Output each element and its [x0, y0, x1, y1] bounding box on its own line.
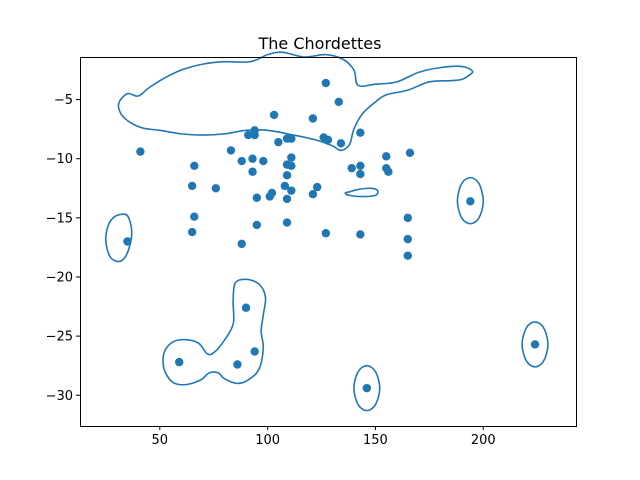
scatter-point	[248, 167, 257, 176]
y-tick-label: −10	[46, 152, 73, 167]
scatter-point	[362, 383, 372, 393]
scatter-point	[136, 147, 145, 156]
plot-frame	[80, 57, 577, 427]
scatter-point	[356, 128, 365, 137]
scatter-point	[313, 182, 322, 192]
y-tick-label: −30	[46, 389, 73, 404]
scatter-point	[403, 251, 412, 260]
scatter-point	[466, 197, 475, 206]
scatter-point	[321, 229, 331, 238]
x-axis: 50 100 150 200	[152, 426, 496, 448]
scatter-point	[265, 192, 274, 201]
density-contour	[353, 364, 381, 412]
scatter-point	[287, 186, 296, 195]
density-contour	[162, 278, 267, 386]
scatter-point	[211, 184, 221, 193]
scatter-point	[405, 148, 415, 157]
y-tick-label: −20	[46, 270, 73, 285]
y-axis: −30 −25 −20 −15 −10 −5	[46, 93, 80, 404]
scatter-point	[287, 161, 296, 171]
scatter-point	[384, 167, 393, 176]
scatter-point	[308, 189, 318, 199]
scatter-point	[252, 193, 262, 202]
scatter-point	[252, 220, 262, 230]
scatter-point	[287, 153, 296, 162]
scatter-point	[382, 152, 391, 161]
density-contour	[344, 187, 379, 198]
scatter-point	[190, 161, 199, 171]
scatter-point	[190, 212, 199, 221]
scatter-point	[287, 134, 296, 143]
x-tick-label: 100	[255, 433, 280, 448]
scatter-point	[187, 227, 197, 237]
y-tick-label: −5	[54, 93, 73, 108]
scatter-point	[274, 137, 283, 147]
scatter-point	[248, 154, 257, 163]
density-contour	[456, 176, 485, 225]
scatter-point	[334, 97, 343, 107]
scatter-point	[347, 163, 356, 173]
points-layer	[123, 78, 540, 393]
scatter-point	[259, 156, 268, 166]
y-tick-label: −15	[46, 211, 73, 226]
scatter-point	[321, 78, 331, 88]
scatter-point	[356, 161, 365, 171]
y-tick-label: −25	[46, 330, 73, 345]
scatter-point	[237, 239, 246, 249]
scatter-point	[233, 360, 242, 369]
density-contour	[117, 51, 474, 152]
scatter-point	[250, 347, 259, 356]
scatter-point	[356, 169, 365, 179]
scatter-point	[250, 130, 259, 140]
x-tick-label: 50	[152, 433, 169, 448]
scatter-point	[244, 130, 253, 140]
density-contour	[521, 321, 549, 368]
scatter-point	[123, 237, 132, 246]
scatter-point	[269, 110, 279, 120]
scatter-point	[308, 114, 318, 123]
scatter-point	[237, 156, 246, 166]
scatter-point	[282, 218, 292, 227]
scatter-point	[403, 234, 412, 244]
chart-title: The Chordettes	[258, 34, 382, 53]
scatter-point	[226, 146, 236, 155]
scatter-point	[187, 181, 197, 191]
scatter-point	[403, 213, 412, 223]
scatter-point	[356, 230, 365, 239]
scatter-point	[282, 194, 292, 204]
density-contour	[105, 213, 133, 263]
scatter-point	[336, 139, 346, 148]
scatter-point	[175, 357, 184, 367]
scatter-point	[530, 340, 540, 349]
scatter-point	[323, 135, 333, 144]
contour-layer	[105, 51, 549, 412]
scatter-point	[241, 303, 251, 312]
x-tick-label: 200	[471, 433, 496, 448]
x-tick-label: 150	[363, 433, 388, 448]
scatter-point	[280, 181, 290, 191]
scatter-point	[282, 171, 292, 180]
